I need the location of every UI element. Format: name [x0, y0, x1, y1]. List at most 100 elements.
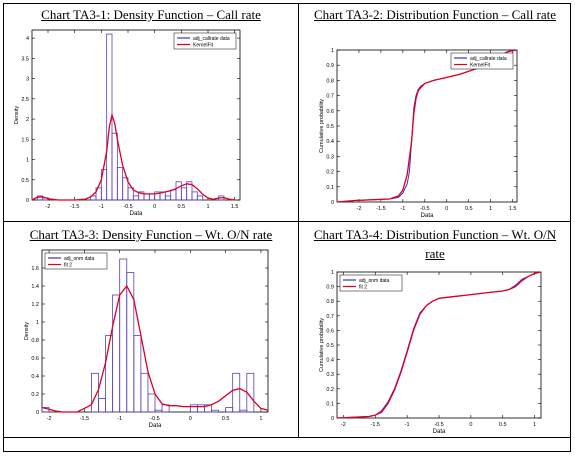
x-tick-label: 0	[445, 206, 448, 212]
y-tick-label: 0.2	[326, 170, 334, 176]
histogram-bar	[211, 409, 219, 413]
x-tick-label: -1.5	[70, 204, 79, 210]
y-axis-label: Cumulative probability	[319, 99, 325, 153]
y-tick-label: 0.2	[326, 387, 334, 393]
x-tick-label: -1	[117, 416, 122, 422]
y-tick-label: 4	[26, 36, 29, 42]
chart-title: Chart TA3-2: Distribution Function – Cal…	[313, 7, 557, 22]
y-tick-label: 0.7	[326, 314, 334, 320]
chart-title: Chart TA3-1: Density Function – Call rat…	[41, 7, 261, 22]
chart-title: Chart TA3-3: Density Function – Wt. O/N …	[29, 227, 273, 242]
y-tick-label: 1	[331, 270, 334, 276]
x-tick-label: 0	[189, 416, 192, 422]
y-tick-label: 0.7	[326, 94, 334, 100]
histogram-bar	[140, 372, 149, 413]
chart-ta3-2: -2 -1.5 -1 -0.5 0 0.5 1 1.5 0 0.1 0.2 0.3 0.4 0.5 0.6 0…	[319, 48, 518, 219]
series-line	[31, 112, 235, 201]
grid-divider-horizontal	[3, 221, 571, 222]
x-tick-label: 1	[206, 204, 209, 210]
x-tick-label: 0	[469, 422, 472, 428]
x-tick-label: 0.5	[465, 206, 473, 212]
plot-area	[31, 29, 241, 201]
y-tick-label: 0.8	[326, 78, 334, 84]
plot-area	[336, 271, 542, 419]
y-tick-label: 1.4	[31, 284, 39, 290]
histogram-bar	[147, 393, 156, 413]
y-tick-label: 1.6	[31, 266, 39, 272]
y-tick-label: 0.3	[326, 154, 334, 160]
histogram-bar	[127, 187, 134, 201]
legend-label: adj_onm data	[359, 278, 390, 284]
y-tick-label: 0.1	[326, 401, 334, 407]
x-tick-label: 1.5	[509, 206, 517, 212]
x-tick-label: -1.5	[371, 422, 380, 428]
y-tick-label: 0.4	[31, 374, 39, 380]
x-axis-label: Data	[149, 423, 162, 429]
y-tick-label: 3.5	[21, 56, 29, 62]
y-tick-label: 0.4	[326, 139, 334, 145]
x-tick-label: -2	[341, 422, 346, 428]
y-tick-label: 0.2	[31, 392, 39, 398]
y-tick-label: 0.8	[31, 338, 39, 344]
y-tick-label: 3	[26, 77, 29, 83]
y-tick-label: 0.6	[326, 109, 334, 115]
x-tick-label: -0.5	[150, 416, 159, 422]
x-tick-label: -2	[46, 204, 51, 210]
x-axis-label: Data	[130, 211, 143, 217]
chart-ta3-4: -2 -1.5 -1 -0.5 0 0.5 1 0 0.1 0.2 0.3 0.4 0.5 0.6 0.7 0…	[319, 270, 542, 435]
y-tick-label: 0.5	[21, 178, 29, 184]
legend-label: fit 2	[64, 263, 72, 269]
x-tick-label: -2	[47, 416, 52, 422]
y-tick-label: 1	[36, 320, 39, 326]
series-line	[41, 284, 269, 413]
x-tick-label: -1	[405, 422, 410, 428]
y-tick-label: 1.5	[21, 137, 29, 143]
legend-label: fit 2	[359, 285, 367, 291]
x-tick-label: -0.5	[420, 206, 429, 212]
x-tick-label: -1.5	[376, 206, 385, 212]
histogram-bar	[111, 132, 118, 201]
x-tick-label: -1.5	[80, 416, 89, 422]
legend-label: KernelFit	[470, 63, 491, 69]
x-tick-label: -2	[357, 206, 362, 212]
histogram-bar	[186, 181, 193, 201]
x-tick-label: -0.5	[434, 422, 443, 428]
y-tick-label: 1.2	[31, 302, 39, 308]
legend-label: adj_callrate data	[470, 56, 507, 62]
x-tick-label: -0.5	[123, 204, 132, 210]
legend-label: KernelFit	[193, 43, 214, 49]
x-axis-label: Data	[421, 213, 434, 219]
x-tick-label: 1.5	[231, 204, 239, 210]
chart-ta3-1: -2 -1.5 -1 -0.5 0 0.5 1 1.5 0 0.5 1 1.5 2 2.5 3 3.5 4 Dat…	[14, 29, 241, 217]
y-tick-label: 0.9	[326, 63, 334, 69]
series-line	[336, 271, 542, 419]
y-tick-label: 0.5	[326, 343, 334, 349]
chart-grid-table	[3, 3, 571, 452]
y-tick-label: 0.9	[326, 285, 334, 291]
y-tick-label: 0	[26, 198, 29, 204]
x-tick-label: -1	[400, 206, 405, 212]
grid-divider-vertical	[298, 3, 299, 438]
plot-area	[41, 249, 269, 413]
legend-label: adj_onm data	[64, 256, 95, 262]
histogram-bar	[204, 404, 212, 413]
chart-title: Chart TA3-4: Distribution Function – Wt.…	[313, 227, 557, 261]
chart-ta3-3: -2 -1.5 -1 -0.5 0 0.5 1 0 0.2 0.4 0.6 0.8 1 1.2 1.4 1.6…	[24, 249, 269, 429]
y-tick-label: 2	[26, 117, 29, 123]
y-tick-label: 1	[331, 48, 334, 54]
y-tick-label: 0	[36, 410, 39, 416]
x-tick-label: 1	[259, 416, 262, 422]
histogram-bar	[232, 372, 241, 413]
x-tick-label: 1	[489, 206, 492, 212]
y-tick-label: 2.5	[21, 97, 29, 103]
y-axis-label: Density	[14, 106, 20, 125]
y-tick-label: 0.4	[326, 358, 334, 364]
x-tick-label: 0.5	[222, 416, 230, 422]
y-tick-label: 1	[26, 158, 29, 164]
y-tick-label: 0.1	[326, 185, 334, 191]
x-tick-label: 0.5	[178, 204, 186, 210]
y-tick-label: 0.5	[326, 124, 334, 130]
plot-area	[336, 49, 518, 203]
grid-divider-bottom	[3, 437, 571, 438]
x-tick-label: 0.5	[499, 422, 507, 428]
